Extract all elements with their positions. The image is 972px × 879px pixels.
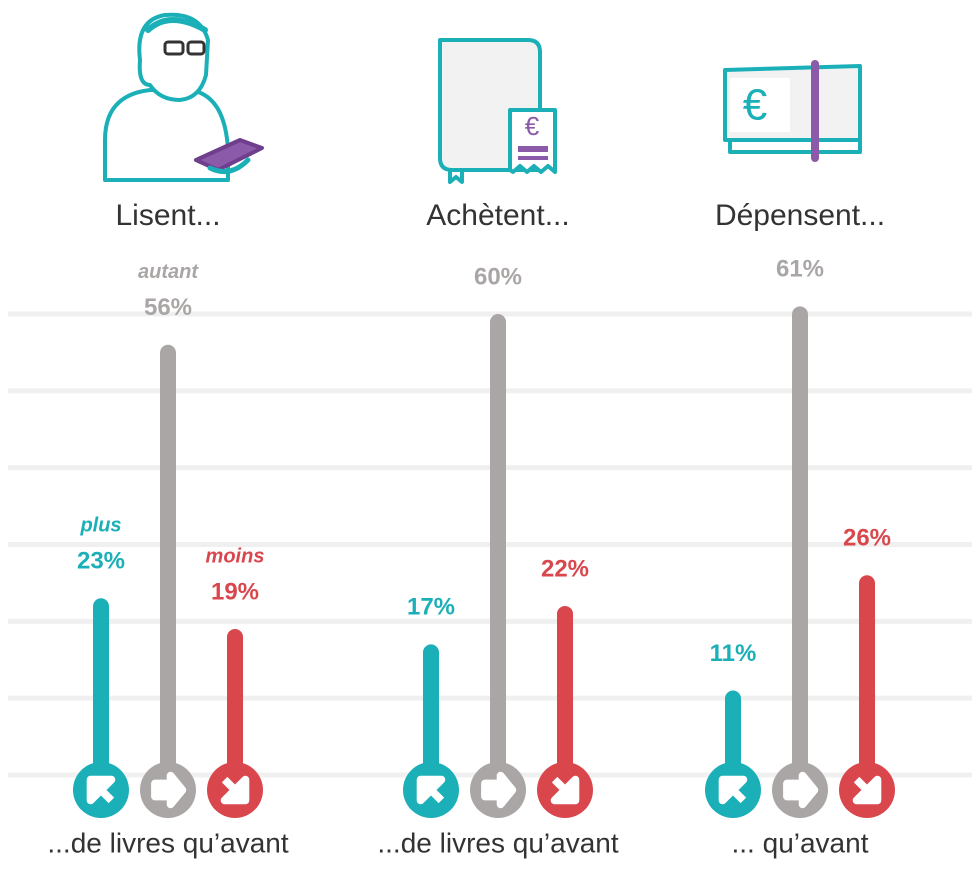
book-icon: €	[438, 38, 557, 184]
reader-icon	[103, 12, 264, 182]
group-title: Achètent...	[426, 199, 569, 232]
arrow-icon	[151, 771, 187, 809]
group-footer: ... qu’avant	[732, 827, 869, 858]
value-label: 17%	[407, 594, 455, 621]
group-title: Dépensent...	[715, 199, 885, 232]
arrow-icon	[220, 775, 250, 805]
bar	[792, 306, 808, 775]
arrow-icon	[481, 771, 517, 809]
arrow-icon	[783, 771, 819, 809]
value-label: 23%	[77, 548, 125, 575]
series-label: autant	[138, 261, 199, 283]
value-label: 61%	[776, 256, 824, 283]
value-label: 26%	[843, 525, 891, 552]
bar	[160, 344, 176, 775]
value-label: 11%	[710, 640, 757, 667]
group-footer: ...de livres qu’avant	[377, 827, 618, 858]
bar	[93, 598, 109, 775]
euro-sign: €	[525, 111, 540, 141]
arrow-icon	[416, 775, 446, 805]
arrow-icon	[852, 775, 882, 805]
series-label: plus	[79, 515, 121, 537]
bar	[557, 605, 573, 775]
arrow-icon	[718, 775, 748, 805]
value-label: 56%	[144, 294, 192, 321]
euro-sign: €	[743, 81, 767, 130]
value-label: 22%	[541, 555, 589, 582]
group-footer: ...de livres qu’avant	[47, 827, 288, 858]
bar	[227, 629, 243, 775]
icons: € €	[103, 12, 862, 184]
arrow-icon	[86, 775, 116, 805]
bar	[423, 644, 439, 775]
group-title: Lisent...	[115, 199, 220, 232]
series-label: moins	[206, 545, 265, 567]
banknote-icon: €	[723, 60, 862, 162]
value-label: 60%	[474, 263, 522, 290]
bar	[490, 314, 506, 775]
arrow-icon	[550, 775, 580, 805]
value-label: 19%	[211, 578, 259, 605]
bar	[725, 690, 741, 775]
bar	[859, 575, 875, 775]
